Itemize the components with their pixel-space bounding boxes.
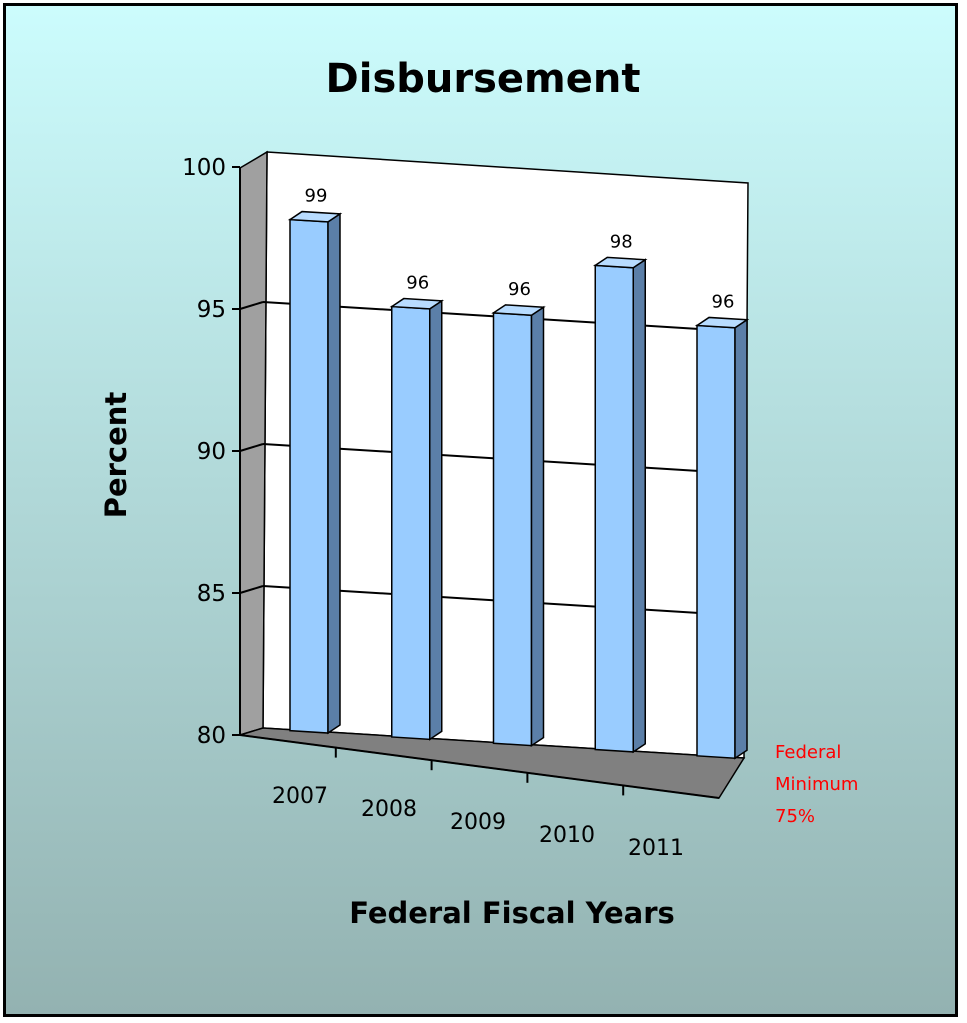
bar <box>594 264 634 753</box>
gridline-side <box>239 443 264 452</box>
y-axis-title: Percent <box>99 392 133 519</box>
bars <box>287 210 750 760</box>
federal-minimum-note: Federal Minimum 75% <box>775 742 858 827</box>
data-label: 99 <box>305 186 328 207</box>
bar-top <box>592 256 648 269</box>
data-labels: 99 96 96 98 96 <box>305 186 735 313</box>
bar <box>492 312 533 747</box>
x-tick-label: 2010 <box>539 823 595 848</box>
y-tick-label: 85 <box>197 581 226 607</box>
data-label: 96 <box>508 279 531 300</box>
bar-top <box>694 316 750 329</box>
y-axis: 80 85 90 95 100 <box>182 155 241 749</box>
bar-side <box>429 299 443 741</box>
x-tick-label: 2008 <box>361 797 417 822</box>
y-tick-label: 90 <box>197 439 226 465</box>
note-line-3: 75% <box>775 806 815 827</box>
bar-top <box>389 297 445 310</box>
note-line-1: Federal <box>775 742 841 763</box>
bar <box>696 324 736 759</box>
y-tick-label: 100 <box>182 155 226 181</box>
bar-side <box>530 305 545 748</box>
data-label: 98 <box>610 231 633 252</box>
data-label: 96 <box>712 291 735 312</box>
bar-side <box>327 212 341 735</box>
gridline-side <box>239 301 264 310</box>
bar-side <box>734 318 748 760</box>
bar-top <box>491 304 546 316</box>
y-tick-label: 95 <box>197 297 226 323</box>
y-tick-label: 80 <box>197 723 226 749</box>
note-line-2: Minimum <box>775 774 858 795</box>
bar <box>289 218 329 734</box>
x-axis-line <box>239 734 720 799</box>
bar-side <box>632 258 646 754</box>
data-label: 96 <box>406 273 429 294</box>
chart-title: Disbursement <box>326 56 641 102</box>
x-tick-label: 2007 <box>272 784 328 809</box>
side-wall <box>239 150 268 737</box>
bar-top <box>287 210 343 223</box>
x-tick-label: 2011 <box>628 836 684 861</box>
x-tick-label: 2009 <box>450 810 506 835</box>
x-axis-title: Federal Fiscal Years <box>349 896 675 930</box>
x-axis: 2007 2008 2009 2010 2011 <box>239 734 720 861</box>
gridline-side <box>239 585 264 594</box>
bar <box>391 305 431 741</box>
